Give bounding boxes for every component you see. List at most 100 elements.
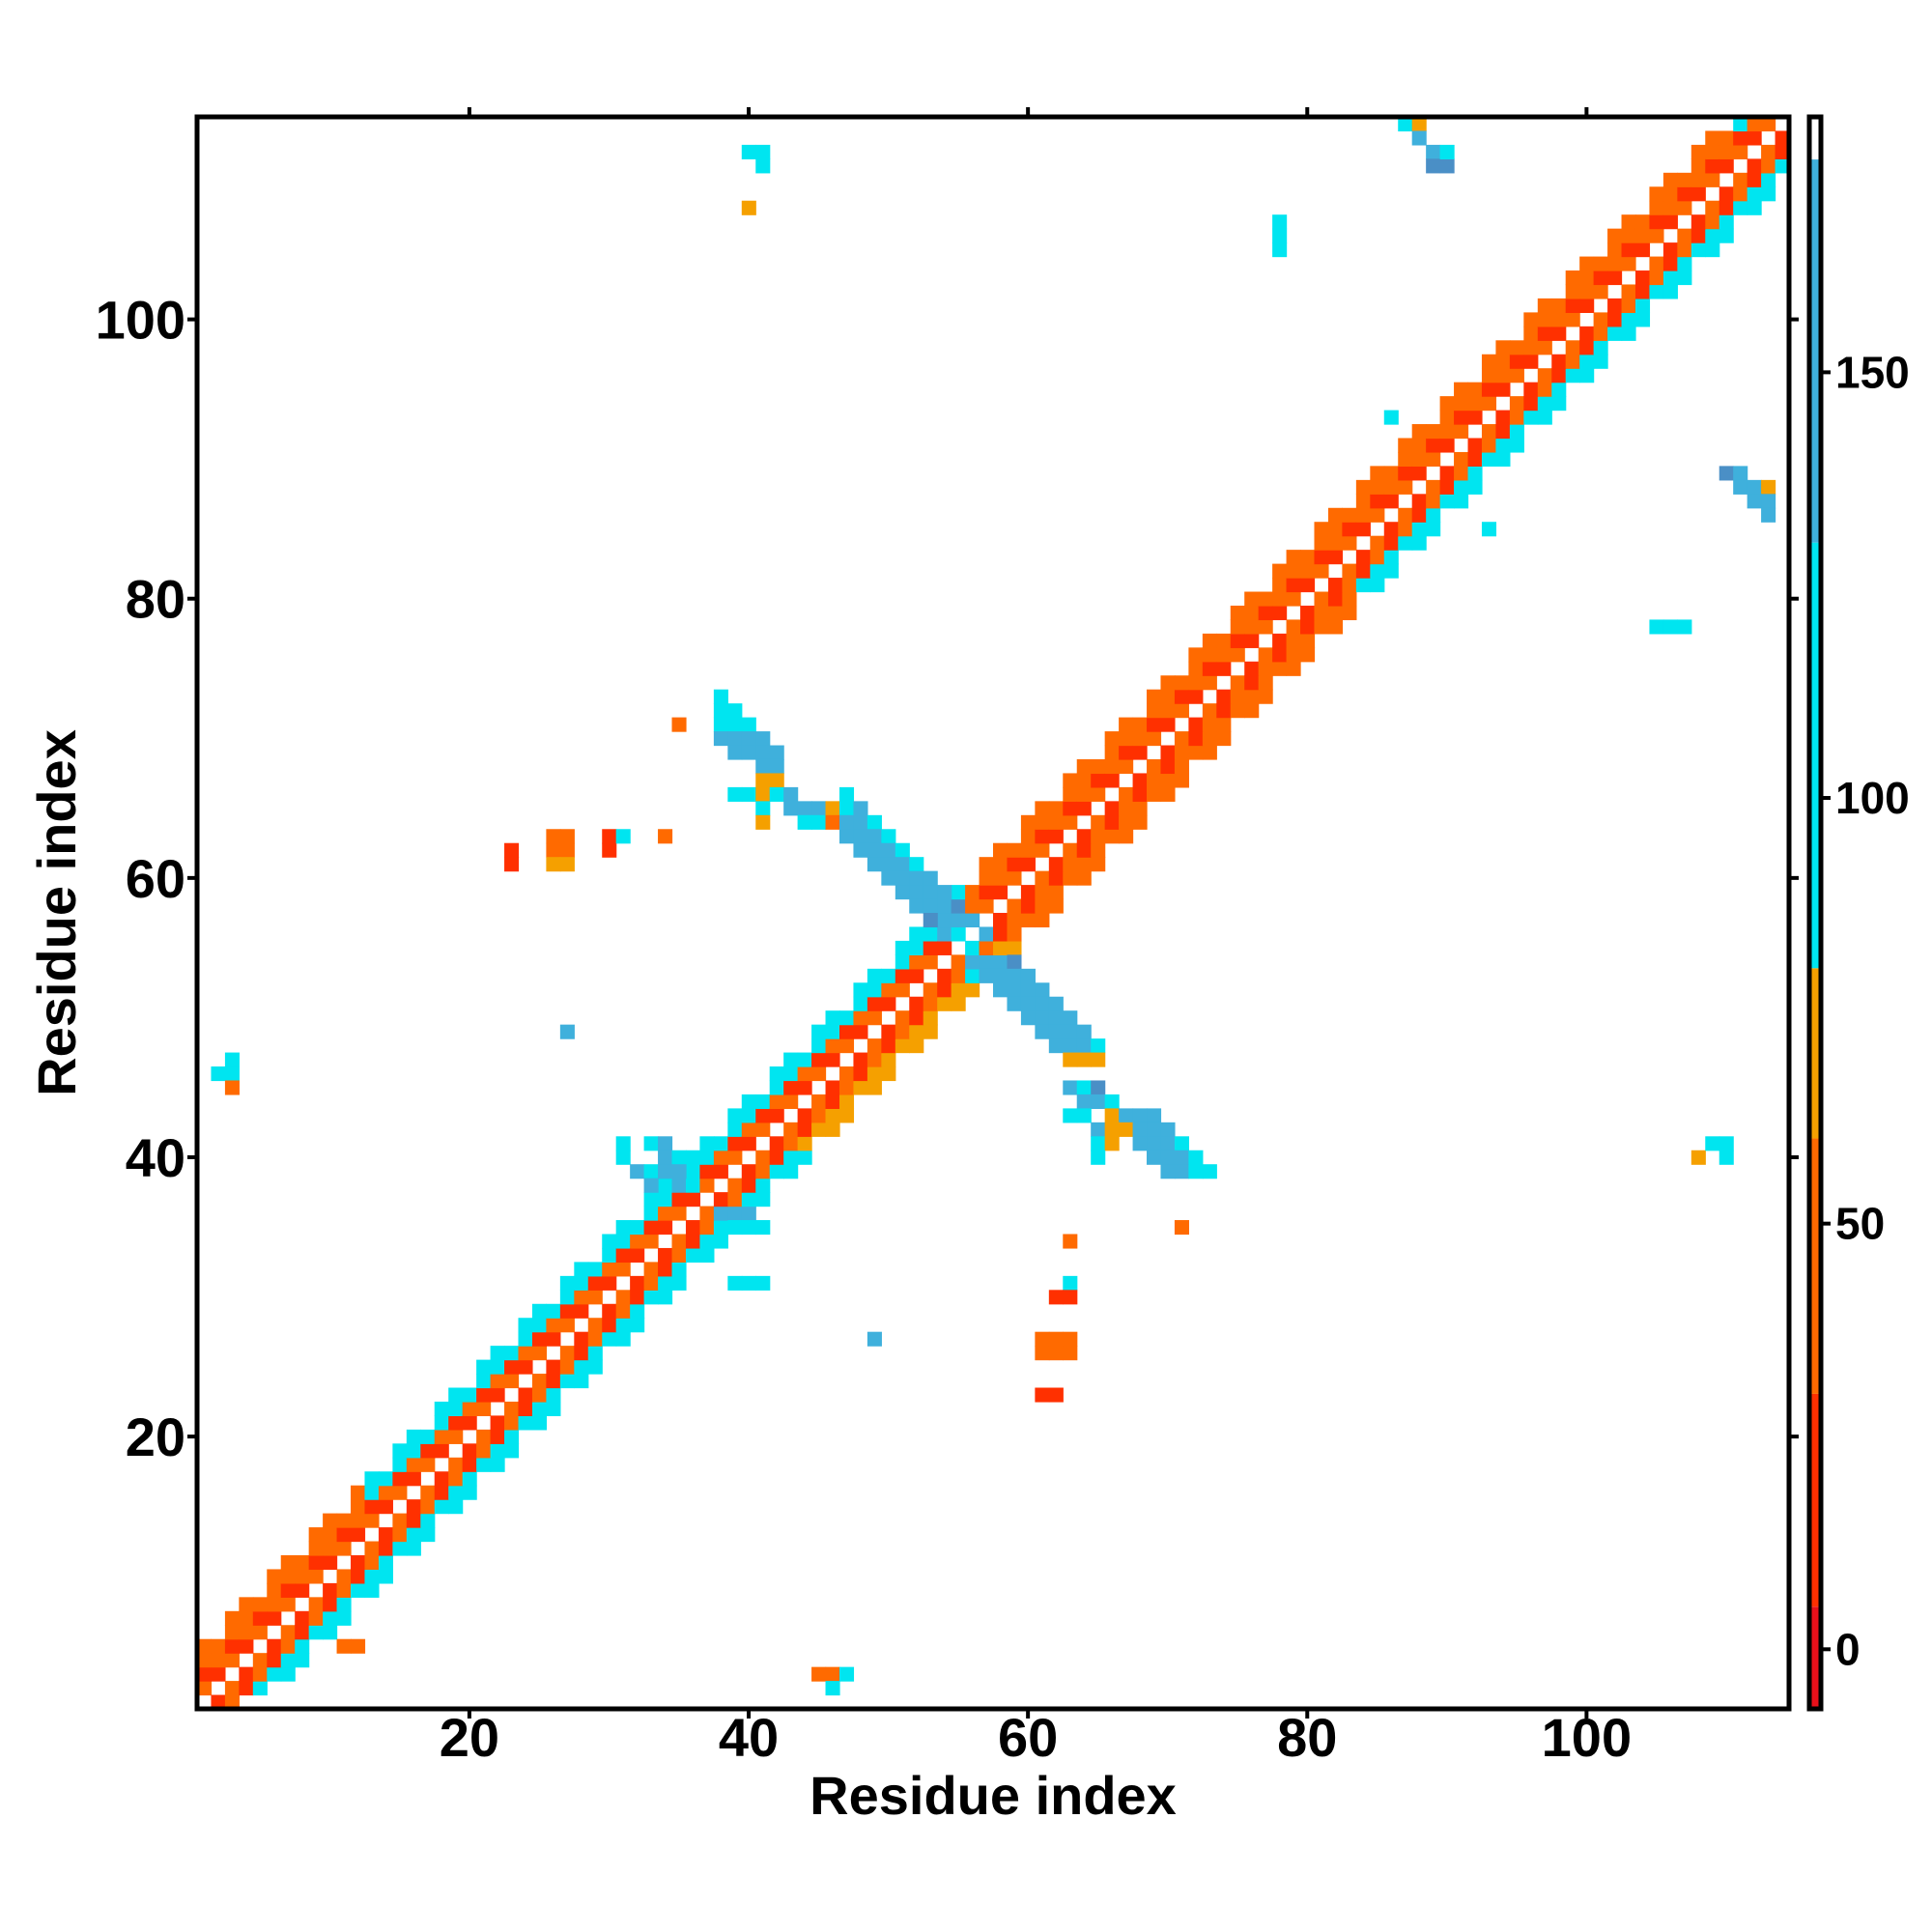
- heatmap-cell: [881, 842, 896, 858]
- heatmap-cell: [252, 1681, 268, 1696]
- heatmap-cell: [1007, 870, 1022, 886]
- heatmap-cell: [392, 1527, 408, 1543]
- heatmap-cell: [1383, 410, 1399, 425]
- heatmap-cell: [630, 1303, 645, 1319]
- heatmap-cell: [1202, 745, 1217, 760]
- heatmap-cell: [1258, 605, 1273, 621]
- y-tick-label: 60: [126, 848, 185, 909]
- heatmap-cell: [909, 954, 924, 970]
- heatmap-cell: [1481, 396, 1497, 412]
- heatmap-cell: [1705, 200, 1720, 215]
- heatmap-cell: [615, 1234, 631, 1249]
- heatmap-cell: [811, 1122, 827, 1137]
- heatmap-cell: [587, 1275, 603, 1291]
- heatmap-cell: [392, 1541, 408, 1556]
- heatmap-cell: [323, 1541, 338, 1556]
- heatmap-cell: [1202, 703, 1217, 719]
- heatmap-cell: [1454, 479, 1469, 495]
- heatmap-cell: [643, 1178, 659, 1193]
- heatmap-cell: [1286, 619, 1301, 635]
- heatmap-cell: [923, 982, 938, 998]
- heatmap-cell: [1174, 758, 1189, 775]
- heatmap-cell: [741, 1275, 756, 1291]
- heatmap-cell: [1174, 689, 1189, 704]
- heatmap-cell: [546, 857, 561, 872]
- colorbar-band: [1809, 1606, 1821, 1709]
- heatmap-cell: [1537, 312, 1552, 327]
- heatmap-cell: [867, 857, 882, 872]
- heatmap-cell: [615, 1150, 631, 1165]
- heatmap-cell: [1747, 479, 1762, 495]
- heatmap-cell: [1327, 591, 1344, 607]
- heatmap-cell: [1202, 1164, 1217, 1179]
- heatmap-cell: [671, 1192, 687, 1208]
- heatmap-cell: [351, 1513, 366, 1528]
- heatmap-cell: [336, 1541, 352, 1556]
- heatmap-cell: [769, 745, 784, 760]
- heatmap-cell: [1509, 354, 1524, 369]
- heatmap-cell: [1398, 522, 1413, 537]
- heatmap-cell: [1607, 256, 1623, 271]
- heatmap-cell: [811, 1094, 827, 1109]
- heatmap-cell: [1202, 675, 1217, 691]
- heatmap-cell: [1119, 745, 1134, 760]
- heatmap-cell: [1119, 1122, 1134, 1137]
- heatmap-cell: [1383, 563, 1399, 579]
- heatmap-cell: [1690, 144, 1706, 159]
- heatmap-cell: [1649, 228, 1664, 243]
- heatmap-cell: [504, 1359, 520, 1375]
- heatmap-cell: [224, 1694, 240, 1710]
- heatmap-cell: [280, 1638, 296, 1654]
- heatmap-cell: [881, 1038, 896, 1054]
- heatmap-cell: [615, 1220, 631, 1236]
- heatmap-cell: [881, 857, 896, 872]
- heatmap-cell: [364, 1554, 380, 1571]
- heatmap-cell: [783, 1094, 799, 1109]
- heatmap-cell: [1439, 424, 1455, 440]
- heatmap-cell: [1104, 801, 1120, 816]
- heatmap-cell: [1495, 438, 1511, 453]
- heatmap-cell: [1063, 1052, 1078, 1067]
- heatmap-cell: [1398, 535, 1413, 551]
- x-tick-label: 80: [1277, 1707, 1337, 1768]
- heatmap-cell: [420, 1457, 436, 1472]
- heatmap-cell: [699, 1220, 715, 1236]
- heatmap-cell: [1607, 298, 1623, 313]
- heatmap-cell: [685, 1220, 701, 1236]
- heatmap-cell: [951, 913, 966, 928]
- heatmap-cell: [1523, 312, 1539, 327]
- heatmap-cell: [490, 1374, 505, 1389]
- heatmap-cell: [1119, 758, 1134, 775]
- heatmap-cell: [923, 898, 938, 914]
- heatmap-cell: [559, 842, 575, 858]
- heatmap-cell: [323, 1527, 338, 1543]
- heatmap-cell: [1104, 758, 1120, 775]
- heatmap-cell: [1230, 605, 1245, 621]
- heatmap-cell: [559, 1374, 575, 1389]
- heatmap-cell: [993, 857, 1009, 872]
- heatmap-cell: [811, 1666, 827, 1682]
- heatmap-cell: [895, 982, 910, 998]
- heatmap-cell: [1314, 591, 1329, 607]
- heatmap-cell: [1537, 410, 1552, 425]
- heatmap-cell: [1342, 563, 1357, 579]
- heatmap-cell: [559, 1359, 575, 1375]
- heatmap-cell: [1579, 298, 1595, 313]
- heatmap-cell: [825, 1080, 840, 1095]
- heatmap-cell: [1537, 368, 1552, 384]
- heatmap-cell: [783, 786, 799, 802]
- heatmap-cell: [239, 1597, 254, 1612]
- heatmap-cell: [979, 926, 994, 942]
- heatmap-cell: [462, 1471, 477, 1487]
- heatmap-cell: [336, 1513, 352, 1528]
- heatmap-cell: [587, 1346, 603, 1361]
- heatmap-cell: [1355, 479, 1371, 495]
- heatmap-cell: [1398, 438, 1413, 453]
- heatmap-cell: [783, 1150, 799, 1165]
- heatmap-cell: [1509, 438, 1524, 453]
- heatmap-cell: [965, 982, 980, 998]
- heatmap-cell: [392, 1485, 408, 1500]
- heatmap-cell: [1119, 829, 1134, 844]
- heatmap-cell: [1147, 731, 1162, 747]
- heatmap-cell: [1076, 1108, 1092, 1123]
